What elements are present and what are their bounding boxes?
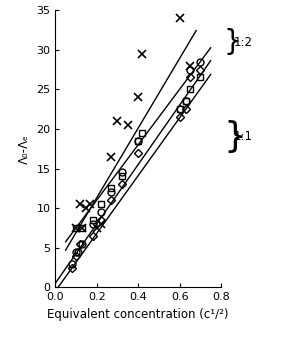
X-axis label: Equivalent concentration (c¹∕²): Equivalent concentration (c¹∕²): [47, 308, 229, 321]
Text: }: }: [223, 28, 241, 56]
Y-axis label: Λ₀-Λₑ: Λ₀-Λₑ: [18, 134, 31, 164]
Text: 1:1: 1:1: [233, 130, 252, 143]
Text: }: }: [223, 120, 247, 154]
Text: 1:2: 1:2: [233, 36, 252, 49]
